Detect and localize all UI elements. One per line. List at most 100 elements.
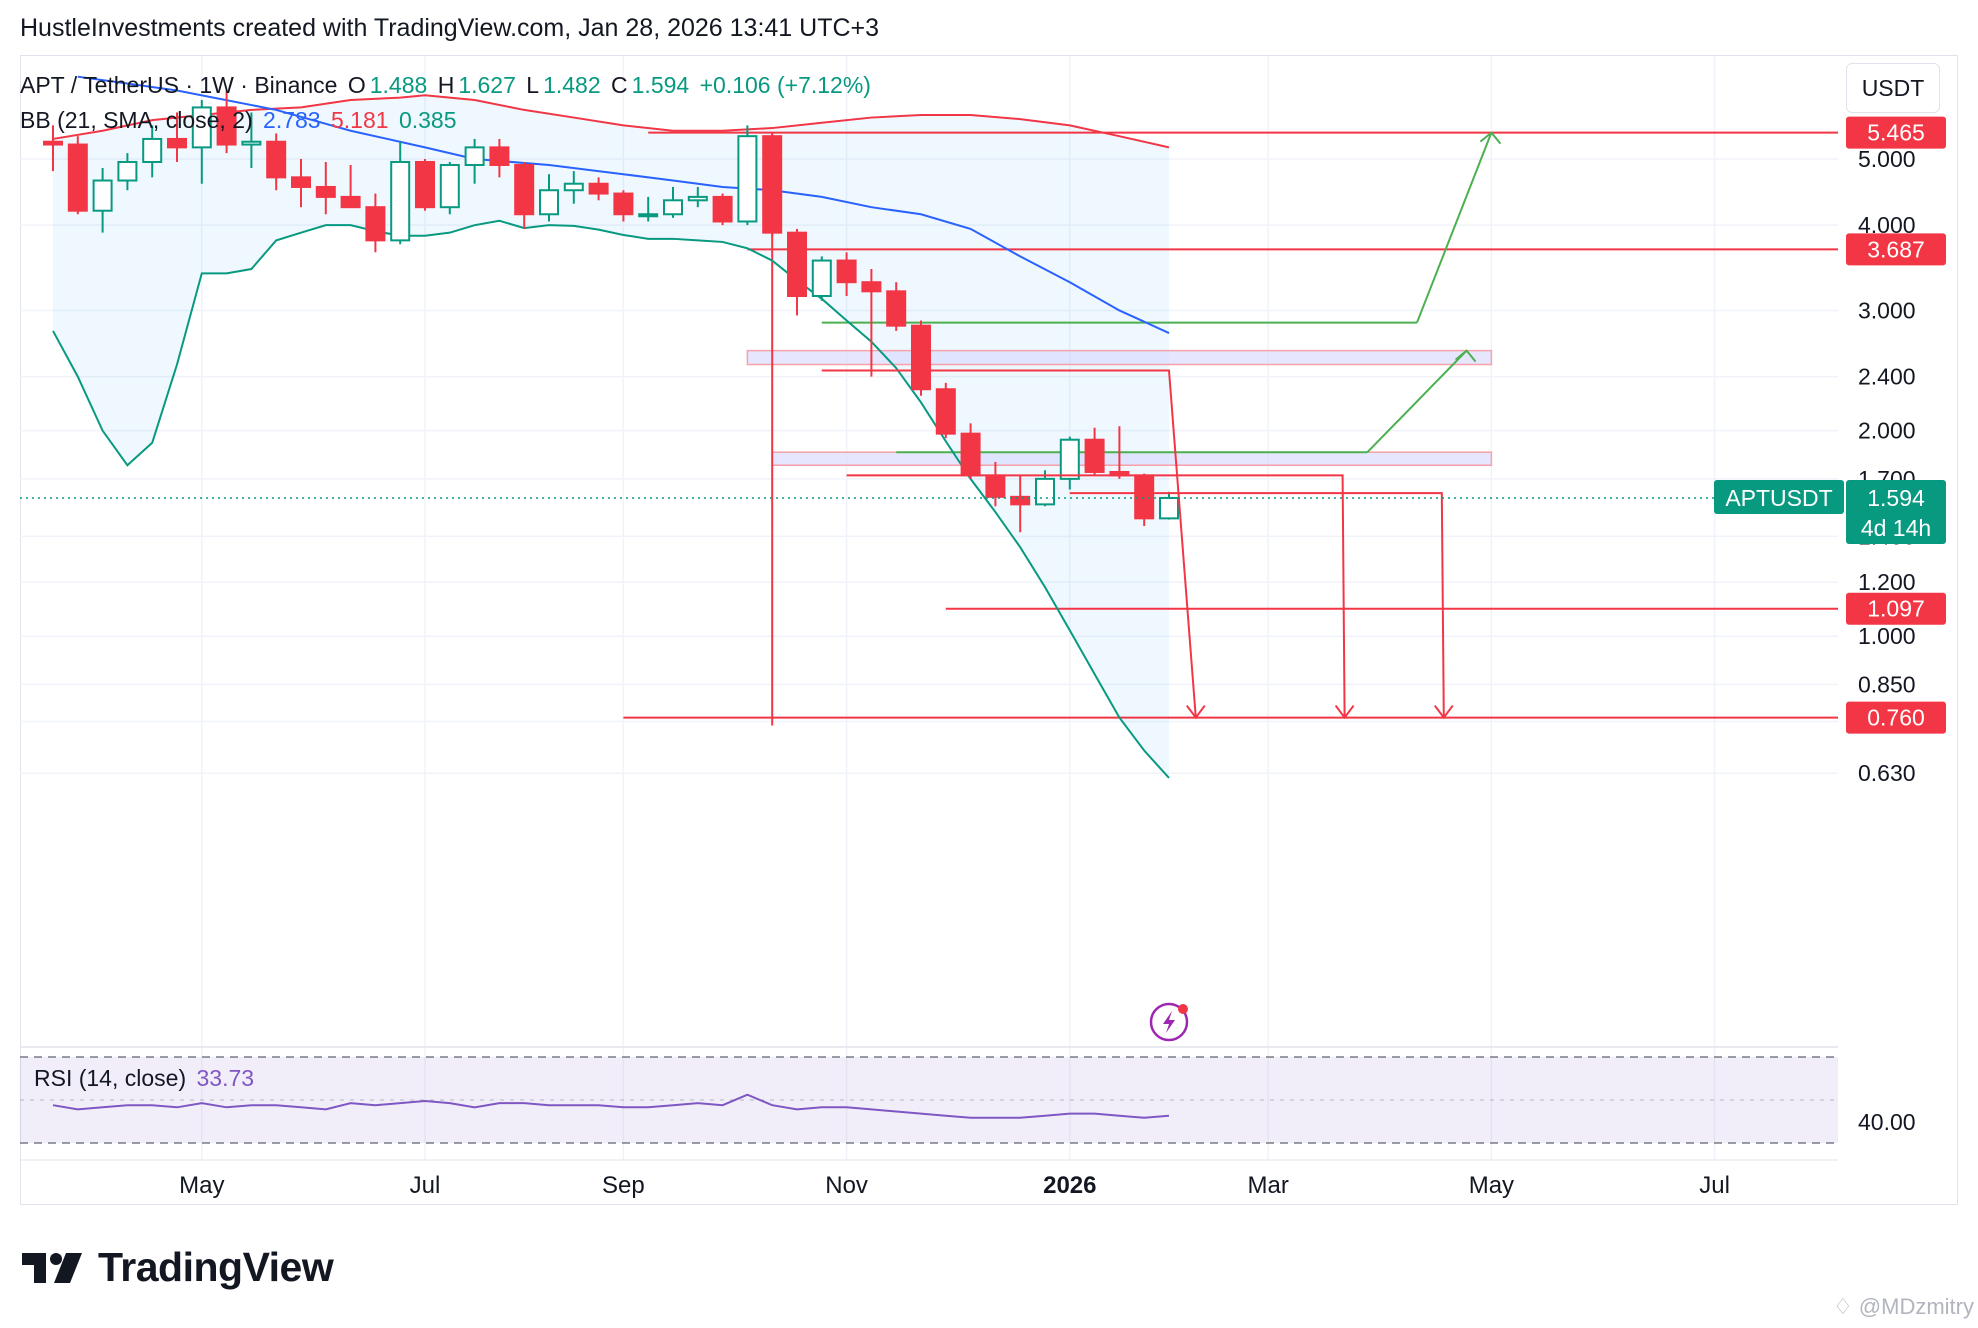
candle-body <box>216 106 237 146</box>
rsi-legend: RSI (14, close) 33.73 <box>34 1065 258 1092</box>
price-tag-text: 0.760 <box>1867 705 1925 731</box>
arrow-head <box>1454 349 1477 363</box>
arrow-path <box>1069 492 1445 718</box>
candle <box>340 164 361 209</box>
arrow-head <box>1434 704 1454 720</box>
candle <box>911 320 931 396</box>
candle-body <box>911 324 931 391</box>
candle <box>762 133 783 237</box>
price-tag: 1.097 <box>1846 592 1946 625</box>
x-axis: May Jul Sep Nov 2026 Mar May Jul <box>179 1172 1730 1199</box>
watermark-icon: ♢ <box>1832 1294 1853 1319</box>
candle <box>539 174 559 222</box>
currency-button[interactable]: USDT <box>1846 63 1940 113</box>
author-watermark: ♢ @MDzmitry <box>1833 1294 1974 1320</box>
high-value: 1.627 <box>458 72 516 98</box>
price-tag-text: 3.687 <box>1867 236 1925 262</box>
candle <box>1010 475 1031 533</box>
candle <box>1084 427 1105 476</box>
candle <box>489 138 510 178</box>
arrow-path <box>1366 349 1468 453</box>
candle <box>935 382 956 439</box>
arrow-path <box>821 369 1197 718</box>
candle <box>142 125 163 178</box>
y-axis: 5.0004.0003.0002.4002.0001.7001.4001.200… <box>1858 146 1916 1135</box>
candle-body <box>1134 474 1155 520</box>
bb-lower-line <box>52 219 1170 779</box>
price-tag-bg <box>1846 233 1946 266</box>
candle <box>737 125 758 226</box>
candle <box>514 161 535 229</box>
high-label: H <box>437 72 455 98</box>
candle <box>266 133 287 191</box>
candle <box>167 112 187 162</box>
watermark-text: @MDzmitry <box>1858 1294 1974 1319</box>
candle <box>43 125 63 172</box>
candle-body <box>1059 438 1080 480</box>
x-tick-label: Nov <box>825 1172 868 1199</box>
candle <box>241 112 262 169</box>
rsi-line <box>52 1093 1170 1119</box>
candle-body <box>663 199 683 216</box>
candle <box>663 186 683 218</box>
candle-body <box>365 206 386 242</box>
candle <box>67 136 88 215</box>
candle-body <box>415 160 435 209</box>
candle <box>836 252 857 296</box>
y-tick-label: 5.000 <box>1858 146 1916 172</box>
candle-body <box>539 189 559 216</box>
price-tag-bg <box>1846 116 1946 149</box>
candle <box>638 196 659 222</box>
candle-body <box>737 135 758 223</box>
change-value: +0.106 (+7.12%) <box>699 72 871 98</box>
candle-body <box>1084 438 1105 473</box>
supply-zone <box>771 451 1493 466</box>
low-label: L <box>526 72 540 98</box>
candle <box>439 161 460 215</box>
bb-band-fill <box>53 95 1169 778</box>
rsi-value: 33.73 <box>196 1065 255 1091</box>
candle <box>365 193 386 253</box>
candle-body <box>291 176 311 188</box>
open-label: O <box>347 72 366 98</box>
candle-body <box>142 137 163 163</box>
candle-body <box>92 179 113 212</box>
alert-icon-bolt <box>1163 1011 1175 1033</box>
price-tag-bg <box>1846 592 1946 625</box>
price-tag-bg <box>1846 701 1946 734</box>
projection-arrow-up <box>1366 349 1477 453</box>
projection-arrow-down <box>846 474 1355 720</box>
candle <box>563 171 584 204</box>
last-price-tag: APTUSDT 1.594 4d 14h <box>1714 479 1946 544</box>
chart-caption: HustleInvestments created with TradingVi… <box>20 14 880 42</box>
tradingview-brand: TradingView <box>98 1244 334 1290</box>
candle <box>291 159 311 208</box>
symbol-tag-bg <box>1714 479 1844 514</box>
candle <box>1134 473 1155 527</box>
projection-arrow-down <box>1069 492 1454 720</box>
price-tag-text: 1.097 <box>1867 596 1925 622</box>
candle <box>1059 436 1080 490</box>
bb-mid-line <box>77 75 1170 334</box>
candle-body <box>167 137 187 149</box>
candle-body <box>712 195 733 223</box>
y-tick-label: 1.000 <box>1858 623 1916 649</box>
candle-body <box>787 231 807 297</box>
price-tag-text: 5.465 <box>1867 120 1925 146</box>
tradingview-logo[interactable]: TradingView <box>22 1244 334 1291</box>
bb-lower-value: 0.385 <box>398 107 457 133</box>
tradingview-logo-icon <box>22 1252 82 1283</box>
arrow-path <box>1416 132 1493 323</box>
candle <box>390 141 411 245</box>
candle <box>712 193 733 226</box>
x-tick-label: Sep <box>602 1172 645 1199</box>
candle-body <box>439 163 460 209</box>
y-tick-label: 2.400 <box>1858 364 1916 390</box>
chart-frame <box>20 55 1958 1205</box>
symbol-name: APT / TetherUS · 1W · Binance <box>20 72 338 98</box>
candle <box>787 228 807 316</box>
bb-upper-value: 5.181 <box>330 107 389 133</box>
arrow-path <box>846 474 1346 718</box>
candle <box>415 159 435 211</box>
